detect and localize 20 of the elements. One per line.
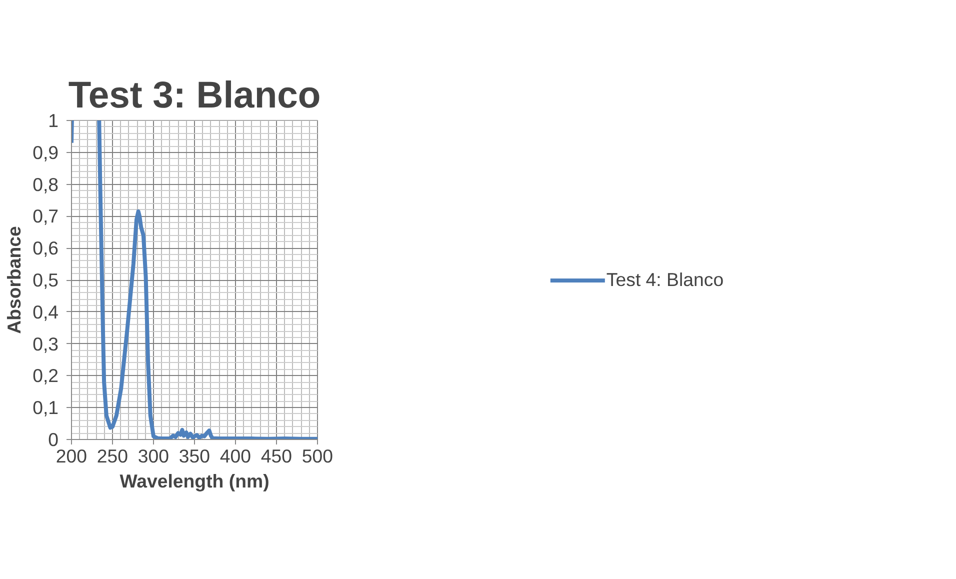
legend-label: Test 4: Blanco [606,268,724,290]
x-tick-label: 400 [220,446,252,466]
x-axis-title: Wavelength (nm) [120,470,270,492]
chart-title: Test 3: Blanco [68,74,321,116]
y-tick-label: 0,5 [32,270,59,290]
y-tick-label: 0,3 [32,333,59,354]
y-axis-title: Absorbance [4,226,25,334]
x-tick-label: 250 [96,446,128,466]
y-tick-label: 0,9 [32,142,59,163]
y-tick-label: 0,8 [32,174,59,195]
x-tick-label: 500 [302,446,334,466]
y-tick-label: 0,6 [32,238,59,259]
x-tick-label: 350 [178,446,210,466]
x-tick-label: 450 [260,446,292,466]
x-tick-label: 300 [138,446,170,466]
y-tick-label: 1 [48,110,59,131]
y-tick-label: 0,1 [32,397,59,418]
y-tick-label: 0,7 [32,206,59,227]
y-tick-label: 0,4 [32,301,59,322]
y-tick-label: 0,2 [32,365,59,386]
